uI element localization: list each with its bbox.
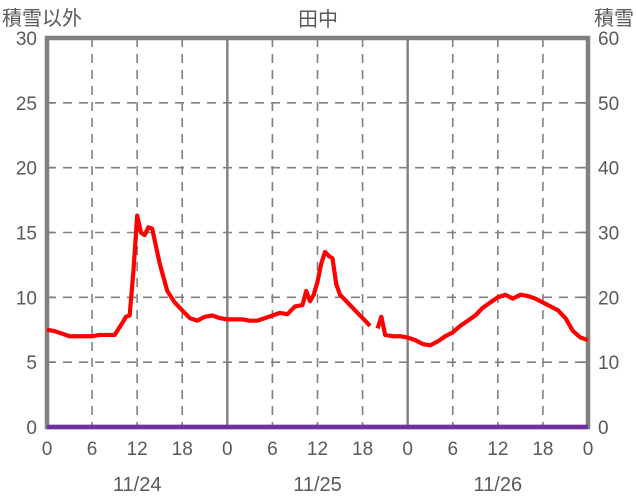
- x-axis-tick-label: 12: [487, 439, 508, 460]
- y-axis-right-tick-label: 60: [598, 29, 619, 50]
- y-axis-right-tick-label: 40: [598, 159, 619, 180]
- y-axis-left-tick-label: 20: [16, 159, 37, 180]
- y-axis-left-tick-label: 10: [16, 288, 37, 309]
- x-axis-day-label: 11/25: [293, 474, 342, 496]
- x-axis-tick-label: 6: [87, 439, 98, 460]
- x-axis-tick-label: 18: [532, 439, 553, 460]
- y-axis-left-tick-label: 15: [16, 224, 37, 245]
- x-axis-tick-label: 0: [222, 439, 233, 460]
- x-axis-tick-label: 0: [42, 439, 53, 460]
- y-axis-left-tick-label: 5: [26, 353, 37, 374]
- y-axis-right-tick-label: 50: [598, 94, 619, 115]
- x-axis-day-label: 11/26: [474, 474, 523, 496]
- x-axis-tick-label: 18: [352, 439, 373, 460]
- x-axis-tick-label: 6: [267, 439, 278, 460]
- y-axis-left-tick-label: 0: [26, 418, 37, 439]
- right-axis-title: 積雪: [594, 8, 634, 30]
- chart-title: 田中: [298, 9, 338, 31]
- x-axis-tick-label: 0: [583, 439, 594, 460]
- y-axis-left-tick-label: 25: [16, 94, 37, 115]
- series-line-non-snow: [46, 213, 589, 348]
- y-axis-left-tick-label: 30: [16, 29, 37, 50]
- x-axis-tick-label: 0: [402, 439, 413, 460]
- x-axis-tick-label: 6: [447, 439, 458, 460]
- x-axis-tick-label: 18: [172, 439, 193, 460]
- left-axis-title: 積雪以外: [2, 8, 82, 30]
- y-axis-right-tick-label: 20: [598, 288, 619, 309]
- x-axis-tick-label: 12: [127, 439, 148, 460]
- y-axis-right-tick-label: 10: [598, 353, 619, 374]
- y-axis-right-tick-label: 0: [598, 418, 609, 439]
- x-axis-day-label: 11/24: [113, 474, 162, 496]
- y-axis-right-tick-label: 30: [598, 224, 619, 245]
- x-axis-tick-label: 12: [307, 439, 328, 460]
